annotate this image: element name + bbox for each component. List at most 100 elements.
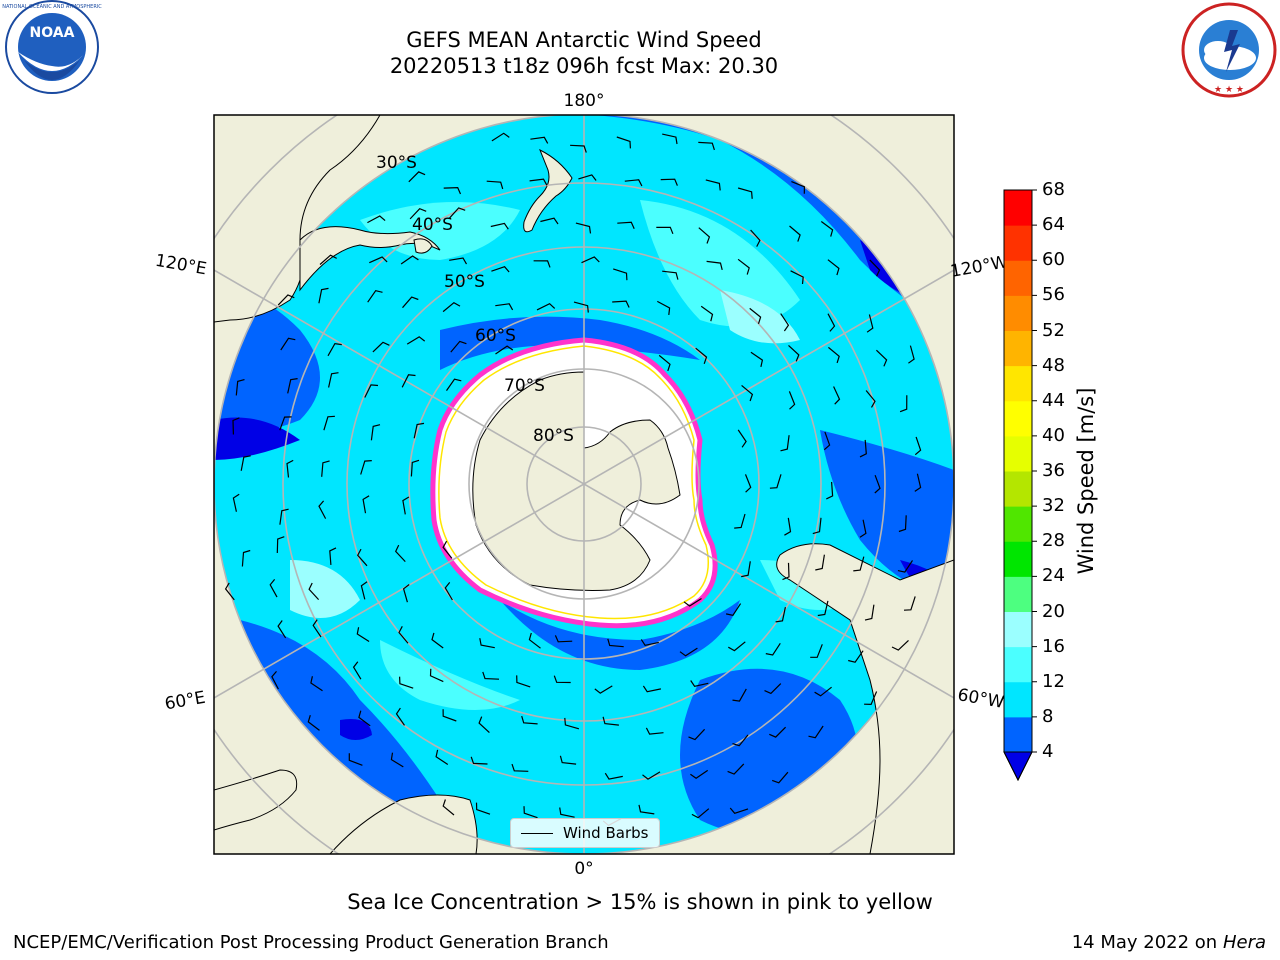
wind-barb bbox=[810, 644, 823, 658]
run-machine: Hera bbox=[1222, 932, 1266, 953]
wind-barb bbox=[578, 174, 597, 181]
antarctica-land bbox=[472, 371, 681, 591]
colorbar-tick-label: 48 bbox=[1042, 354, 1065, 376]
colorbar bbox=[1003, 189, 1037, 782]
wind-barb bbox=[491, 132, 510, 142]
wind-barb bbox=[370, 424, 381, 441]
wind-barb bbox=[413, 422, 425, 439]
wind-barb bbox=[470, 756, 488, 765]
wind-barb bbox=[307, 715, 320, 731]
wind-barb bbox=[232, 493, 240, 512]
wind-barbs bbox=[224, 132, 922, 827]
wind-barb bbox=[446, 378, 462, 391]
wind-barb bbox=[442, 799, 455, 816]
wind-band bbox=[380, 640, 520, 710]
lon-label-60e: 60°E bbox=[163, 688, 207, 715]
wind-barb bbox=[362, 495, 370, 514]
wind-band bbox=[820, 430, 954, 600]
wind-barb bbox=[695, 347, 708, 364]
wind-barb bbox=[690, 769, 709, 780]
wind-barb bbox=[688, 728, 706, 741]
wind-barb bbox=[662, 133, 678, 145]
lat-label-60s: 60°S bbox=[475, 326, 516, 346]
credit-line: NCEP/EMC/Verification Post Processing Pr… bbox=[13, 932, 609, 953]
colorbar-segment bbox=[1004, 681, 1032, 718]
colorbar-segment bbox=[1004, 716, 1032, 753]
wind-barb bbox=[780, 313, 790, 332]
wind-barb bbox=[784, 517, 792, 536]
wind-barb bbox=[559, 755, 577, 765]
wind-barb bbox=[358, 710, 371, 727]
wind-barb-legend-line bbox=[521, 832, 553, 834]
colorbar-tick-label: 44 bbox=[1042, 389, 1065, 411]
wind-barb bbox=[865, 390, 876, 408]
lat-label-70s: 70°S bbox=[504, 376, 545, 396]
madagascar-land bbox=[214, 769, 298, 831]
wind-barb bbox=[737, 258, 750, 275]
wind-barb bbox=[360, 581, 368, 600]
wind-barb bbox=[442, 301, 461, 313]
wind-barb bbox=[788, 344, 800, 362]
wind-barb bbox=[271, 671, 279, 690]
wind-barb bbox=[308, 582, 320, 601]
wind-barb bbox=[700, 305, 714, 322]
wind-barb bbox=[536, 302, 556, 311]
wind-barb bbox=[875, 349, 888, 367]
wind-barb bbox=[780, 435, 790, 452]
wind-barb bbox=[523, 806, 538, 819]
wind-barb bbox=[764, 683, 782, 695]
wind-barb bbox=[369, 256, 388, 264]
colorbar-segment bbox=[1004, 330, 1032, 367]
wind-barb bbox=[613, 268, 628, 281]
wind-barb bbox=[690, 680, 709, 687]
sea-ice-note: Sea Ice Concentration > 15% is shown in … bbox=[347, 890, 933, 914]
wind-barb bbox=[853, 556, 865, 572]
wind-barb bbox=[360, 460, 372, 475]
wind-barb bbox=[540, 217, 559, 225]
wind-barb bbox=[356, 627, 370, 643]
wind-barb bbox=[698, 227, 711, 244]
wind-barb bbox=[287, 378, 298, 394]
wind-barb bbox=[511, 763, 529, 772]
wind-barb bbox=[732, 734, 749, 747]
wind-barb bbox=[914, 473, 922, 492]
wind-barb bbox=[749, 307, 762, 324]
colorbar-segment bbox=[1004, 471, 1032, 507]
colorbar-segment bbox=[1004, 646, 1032, 683]
wind-barb bbox=[394, 544, 406, 563]
wind-barb bbox=[660, 178, 678, 186]
wind-barb bbox=[449, 257, 468, 265]
wind-barb bbox=[775, 606, 786, 623]
wind-barb bbox=[691, 808, 710, 819]
wind-barb bbox=[402, 296, 419, 309]
wind-barb bbox=[683, 597, 702, 607]
wind-barb bbox=[642, 771, 661, 780]
colorbar-segment bbox=[1004, 400, 1032, 437]
wind-barb bbox=[826, 481, 834, 500]
wind-barb bbox=[235, 379, 245, 396]
wind-barb bbox=[732, 688, 747, 702]
wind-barb bbox=[319, 254, 337, 265]
wind-barb bbox=[495, 345, 514, 355]
wind-barb bbox=[408, 171, 426, 183]
wind-barb bbox=[241, 549, 251, 567]
wind-barb bbox=[769, 726, 787, 738]
wind-barb bbox=[869, 259, 881, 277]
noaa-logo: NOAA NATIONAL OCEANIC AND ATMOSPHERIC bbox=[2, 0, 102, 94]
wind-barb bbox=[698, 141, 715, 151]
wind-barb bbox=[232, 417, 240, 435]
wind-barb bbox=[820, 221, 834, 237]
wind-barb bbox=[640, 639, 659, 646]
wind-barb bbox=[729, 807, 749, 814]
wind-barb bbox=[741, 384, 754, 402]
wind-barb bbox=[771, 771, 789, 784]
wind-barb bbox=[277, 294, 295, 306]
wind-barb bbox=[617, 221, 635, 229]
wind-barb bbox=[790, 270, 804, 285]
lon-label-180: 180° bbox=[564, 91, 605, 111]
wind-barb bbox=[791, 181, 806, 194]
wind-barb bbox=[310, 676, 323, 692]
colorbar-tick-label: 68 bbox=[1042, 179, 1065, 200]
tasmania-land bbox=[413, 238, 433, 254]
